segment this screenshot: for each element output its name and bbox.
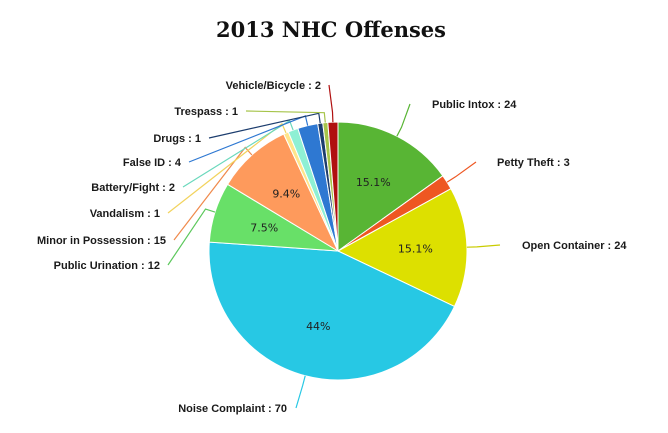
leader-lines	[167, 84, 501, 409]
chart-title: 2013 NHC Offenses	[216, 17, 446, 42]
label-public-intox: Public Intox : 24	[432, 99, 517, 111]
slice-percent-labels: 15.1% 15.1% 44% 7.5% 9.4%	[250, 176, 433, 333]
leader-vehicle-bicycle	[328, 84, 334, 123]
label-vehicle-bicycle: Vehicle/Bicycle : 2	[226, 80, 321, 92]
leader-vandalism	[167, 122, 287, 214]
slice-public-intox	[337, 121, 444, 252]
label-trespass: Trespass : 1	[174, 106, 238, 118]
pct-label-minor-in-possession: 9.4%	[272, 187, 300, 200]
pie-slices	[208, 121, 468, 381]
label-public-urination: Public Urination : 12	[54, 260, 160, 272]
slice-minor-in-possession	[226, 133, 340, 253]
slice-noise-complaint	[208, 241, 456, 381]
leader-drugs	[208, 112, 321, 139]
leader-petty-theft	[446, 161, 477, 183]
label-minor-in-possession: Minor in Possession : 15	[37, 235, 166, 247]
leader-trespass	[245, 110, 326, 123]
pct-label-public-urination: 7.5%	[250, 222, 278, 235]
leader-minor-in-possession	[173, 146, 253, 241]
label-vandalism: Vandalism : 1	[90, 208, 160, 220]
leader-public-urination	[167, 208, 216, 266]
leader-noise-complaint	[295, 375, 306, 409]
slice-labels: Public Intox : 24 Petty Theft : 3 Open Con…	[37, 80, 627, 415]
label-drugs: Drugs : 1	[153, 133, 201, 145]
leader-battery-fight	[182, 119, 294, 188]
label-false-id: False ID : 4	[123, 157, 182, 169]
label-petty-theft: Petty Theft : 3	[497, 157, 570, 169]
label-open-container: Open Container : 24	[522, 240, 627, 252]
pct-label-noise-complaint: 44%	[306, 320, 330, 333]
pct-label-open-container: 15.1%	[398, 243, 433, 256]
label-battery-fight: Battery/Fight : 2	[91, 182, 175, 194]
leader-open-container	[466, 244, 501, 248]
pct-label-public-intox: 15.1%	[356, 176, 391, 189]
label-noise-complaint: Noise Complaint : 70	[178, 403, 287, 415]
slice-open-container	[336, 188, 468, 308]
leader-public-intox	[396, 103, 411, 137]
